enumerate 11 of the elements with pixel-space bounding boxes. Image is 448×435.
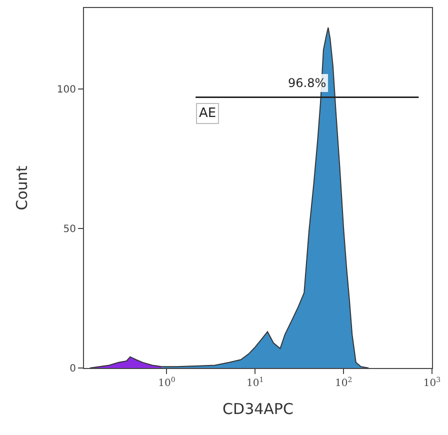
- y-tick-label: 100: [56, 84, 76, 96]
- y-tick-label: 0: [70, 364, 76, 374]
- x-tick-label: 10$^{0}$: [158, 376, 176, 389]
- x-tick-label: 10$^{1}$: [246, 376, 264, 389]
- y-axis-title: Count: [13, 166, 32, 210]
- annotation: AE: [199, 106, 216, 121]
- x-tick-label: 10$^{3}$: [423, 376, 441, 389]
- x-tick-label: 10$^{2}$: [334, 376, 352, 389]
- annotation: 96.8%: [288, 76, 326, 90]
- y-tick-label: 50: [63, 224, 76, 235]
- x-axis-title: CD34APC: [222, 400, 294, 418]
